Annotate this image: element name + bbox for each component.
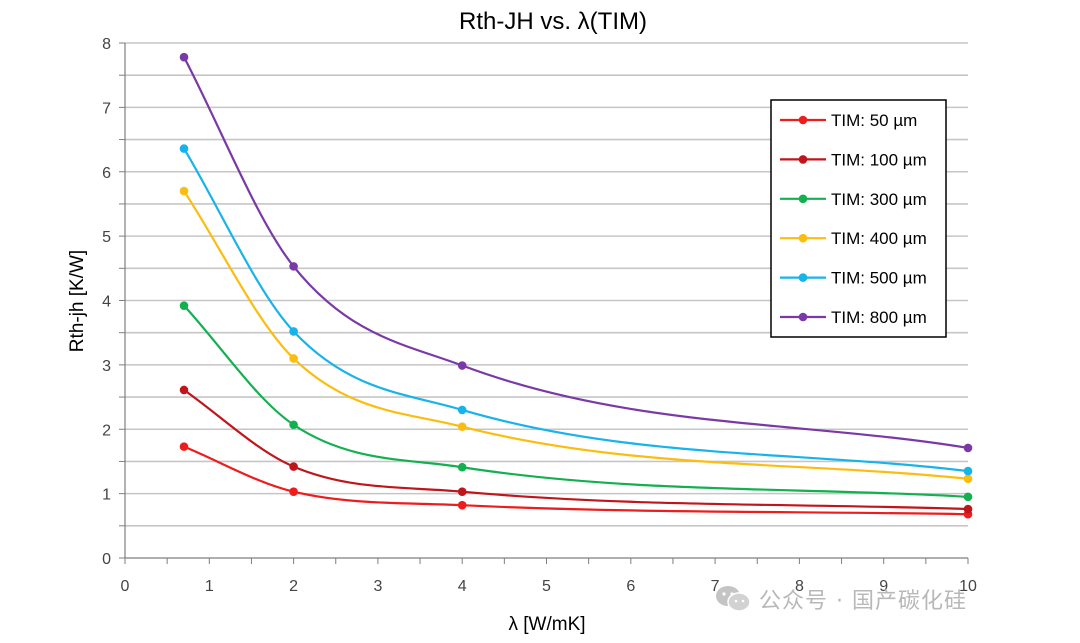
- data-point: [289, 262, 298, 271]
- series-6: [179, 52, 973, 453]
- series-line: [183, 445, 969, 516]
- y-tick-label: 6: [102, 165, 111, 182]
- legend-marker: [798, 273, 808, 282]
- data-point: [179, 186, 189, 196]
- legend-label: TIM: 500 µm: [831, 269, 927, 288]
- data-point: [289, 354, 298, 363]
- y-tick-label: 5: [102, 229, 111, 246]
- y-tick-label: 2: [102, 422, 111, 439]
- watermark-text: 公众号 · 国产碳化硅: [759, 589, 967, 614]
- data-point: [457, 487, 467, 496]
- data-point: [963, 474, 973, 484]
- legend-label: TIM: 800 µm: [831, 308, 927, 327]
- series-line: [183, 148, 969, 473]
- data-point: [289, 420, 298, 430]
- data-point: [963, 492, 973, 502]
- y-axis-label: Rth-jh [K/W]: [67, 250, 88, 352]
- series-line: [183, 190, 969, 480]
- legend-marker: [798, 194, 808, 204]
- data-point: [963, 466, 973, 476]
- x-tick-label: 7: [711, 578, 720, 595]
- series-2: [179, 385, 973, 514]
- data-point: [289, 487, 298, 496]
- y-tick-label: 7: [102, 100, 111, 117]
- y-tick-label: 4: [102, 294, 111, 311]
- data-point: [289, 327, 298, 336]
- series-4: [179, 186, 973, 484]
- watermark: 公众号 · 国产碳化硅: [715, 583, 967, 615]
- data-point: [457, 500, 467, 510]
- data-point: [179, 52, 189, 62]
- data-point: [179, 301, 189, 310]
- legend-marker: [798, 233, 808, 243]
- x-tick-label: 8: [795, 578, 804, 595]
- data-point: [457, 361, 467, 370]
- tick-labels: 0 1 2 3 4 5 6 7 8 0 1 2 3 4 5 6 7 8 9 10: [102, 36, 977, 595]
- legend-marker: [798, 155, 808, 164]
- y-tick-label: 1: [102, 487, 111, 504]
- series-5: [179, 144, 973, 476]
- x-tick-label: 5: [542, 578, 551, 595]
- y-tick-label: 0: [102, 551, 111, 568]
- x-tick-label: 10: [959, 578, 977, 595]
- axes: [119, 42, 969, 564]
- wechat-icon: [715, 585, 751, 613]
- legend-label: TIM: 400 µm: [831, 229, 927, 248]
- x-tick-label: 0: [121, 578, 130, 595]
- legend-label: TIM: 100 µm: [831, 150, 927, 169]
- legend-label: TIM: 50 µm: [831, 111, 917, 130]
- x-tick-label: 6: [626, 578, 635, 595]
- y-tick-label: 3: [102, 358, 111, 375]
- data-point: [179, 385, 189, 395]
- data-point: [289, 462, 298, 471]
- legend-marker: [798, 312, 808, 322]
- x-tick-label: 2: [289, 578, 298, 595]
- data-point: [963, 443, 973, 453]
- legend: TIM: 50 µm TIM: 100 µm TIM: 300 µm TIM: 400…: [770, 99, 947, 338]
- data-point: [457, 422, 467, 431]
- x-tick-label: 9: [879, 578, 888, 595]
- chart-title: Rth-JH vs. λ(TIM): [459, 8, 647, 35]
- x-tick-label: 1: [205, 578, 214, 595]
- series-line: [183, 304, 969, 498]
- series-3: [179, 301, 973, 502]
- data-point: [179, 442, 189, 451]
- data-point: [963, 504, 973, 514]
- x-tick-label: 4: [458, 578, 467, 595]
- series-line: [183, 56, 969, 450]
- series-lines: [179, 52, 973, 519]
- legend-box: [770, 99, 947, 338]
- data-point: [457, 462, 467, 472]
- y-tick-label: 8: [102, 36, 111, 53]
- x-axis-label: λ [W/mK]: [508, 614, 585, 635]
- legend-marker: [798, 115, 808, 125]
- data-point: [457, 405, 467, 415]
- legend-label: TIM: 300 µm: [831, 190, 927, 209]
- series-1: [179, 442, 973, 519]
- x-tick-label: 3: [373, 578, 382, 595]
- series-line: [183, 389, 969, 511]
- data-point: [179, 144, 189, 153]
